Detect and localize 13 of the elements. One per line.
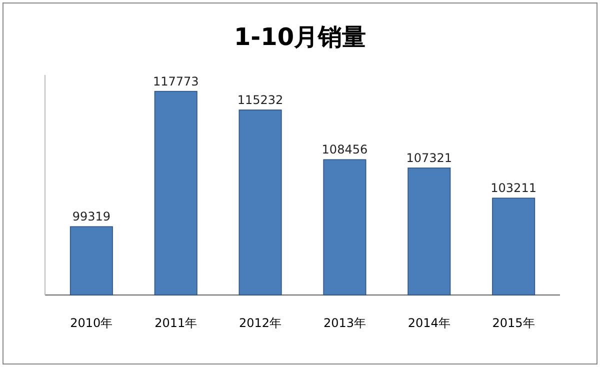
x-tick-label: 2012年 (239, 316, 282, 330)
x-tick-label: 2013年 (323, 316, 366, 330)
x-tick-label: 2015年 (492, 316, 535, 330)
x-tick-label: 2014年 (408, 316, 450, 330)
x-tick-label: 2011年 (154, 316, 198, 330)
x-tick-label: 2010年 (70, 316, 113, 330)
data-label: 107321 (406, 150, 452, 165)
data-label: 99319 (72, 210, 111, 224)
data-label: 103211 (490, 181, 536, 196)
chart-title: 1-10月销量 (234, 23, 366, 51)
data-label: 117773 (152, 74, 199, 88)
data-label: 108456 (322, 142, 368, 157)
data-label: 115232 (237, 92, 284, 107)
